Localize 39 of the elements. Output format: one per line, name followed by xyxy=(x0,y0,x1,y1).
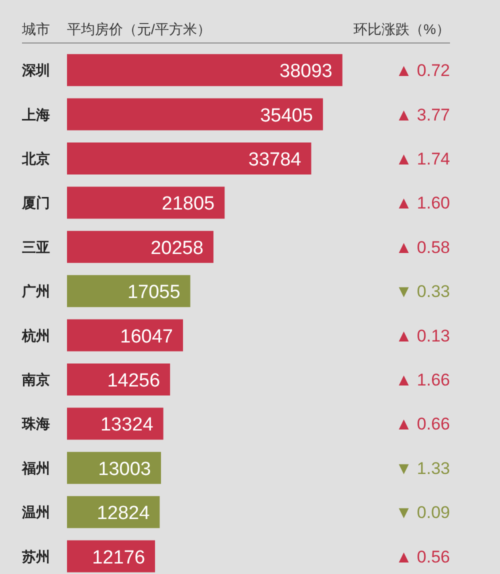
annotation: 环比涨跌（%） xyxy=(354,21,450,37)
data-label: 33784 xyxy=(248,150,302,170)
data-label: 35405 xyxy=(260,105,313,126)
annotation: ▲ 0.58 xyxy=(395,238,450,257)
data-label: 13003 xyxy=(98,458,152,480)
annotation: ▲ 3.77 xyxy=(395,105,450,124)
xlabel: 平均房价（元/平方米） xyxy=(67,21,211,37)
y-tick-label: 温州 xyxy=(21,504,50,520)
annotation: ▲ 1.60 xyxy=(395,194,450,213)
y-tick-label: 珠海 xyxy=(21,416,50,432)
data-label: 13324 xyxy=(100,414,154,436)
data-label: 14256 xyxy=(107,370,160,392)
y-tick-label: 广州 xyxy=(21,283,50,300)
annotation: ▲ 0.13 xyxy=(395,326,450,346)
data-label: 21805 xyxy=(162,194,215,215)
annotation: ▲ 0.72 xyxy=(395,61,450,80)
annotation: ▼ 0.09 xyxy=(395,503,450,522)
annotation: ▼ 1.33 xyxy=(395,458,450,478)
y-tick-label: 南京 xyxy=(21,372,50,388)
y-tick-label: 福州 xyxy=(21,460,50,476)
y-tick-label: 深圳 xyxy=(21,62,50,78)
annotation: ▲ 1.74 xyxy=(395,150,450,168)
ylabel: 城市 xyxy=(22,21,50,37)
data-label: 20258 xyxy=(150,238,204,259)
y-tick-label: 三亚 xyxy=(22,238,50,255)
y-tick-label: 杭州 xyxy=(21,327,50,344)
data-label: 16047 xyxy=(120,326,174,348)
annotation: ▲ 0.56 xyxy=(395,547,450,566)
y-tick-label: 北京 xyxy=(21,150,50,166)
data-label: 12176 xyxy=(92,547,146,568)
y-tick-label: 上海 xyxy=(21,106,50,122)
data-label: 38093 xyxy=(280,61,332,82)
data-label: 17055 xyxy=(127,282,180,304)
annotation: ▲ 1.66 xyxy=(395,370,450,390)
y-tick-label: 厦门 xyxy=(21,194,50,211)
annotation: ▲ 0.66 xyxy=(395,414,450,434)
annotation: ▼ 0.33 xyxy=(395,282,450,302)
y-tick-label: 苏州 xyxy=(21,548,50,564)
data-label: 12824 xyxy=(96,503,150,524)
